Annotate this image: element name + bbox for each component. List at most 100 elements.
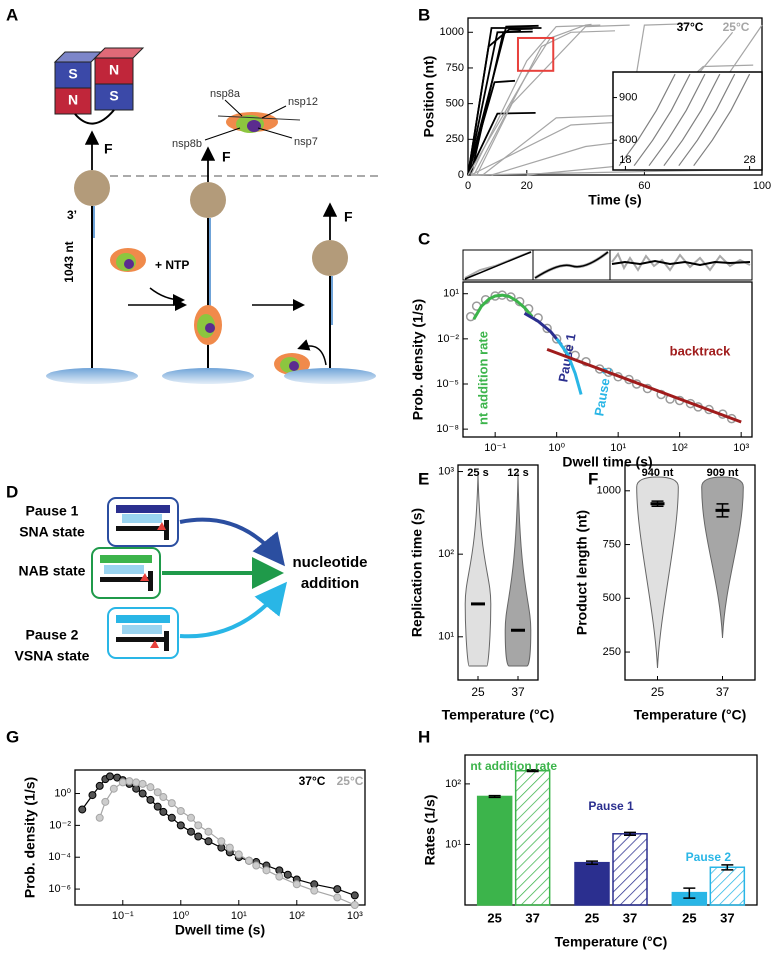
bead (312, 240, 348, 276)
chart: 10¹ 10² 10³ Temperature (°C) Replication tim… (409, 464, 554, 723)
protein (124, 259, 134, 269)
y-tick-label: 800 (619, 134, 637, 146)
x-axis-label: Temperature (°C) (634, 707, 747, 723)
trace-line (618, 73, 676, 167)
x-tick-label: 10⁻¹ (484, 442, 506, 454)
icon (104, 565, 144, 574)
value-label: 909 nt (707, 467, 739, 479)
x-tick-label: 10¹ (231, 910, 247, 922)
x-tick-label: 37 (525, 910, 539, 925)
chart: 250 500 750 1000 Temperature (°C) Product len… (574, 464, 756, 723)
x-tick-label: 60 (638, 180, 650, 192)
plot-frame (74, 769, 366, 906)
plot-frame (464, 754, 758, 906)
trace-line (467, 27, 533, 176)
y-tick-label: 750 (603, 538, 621, 550)
example-traces (462, 249, 753, 281)
x-tick-label: 10⁰ (172, 910, 189, 922)
violin (464, 472, 492, 667)
arrow (149, 287, 185, 306)
fit-line (555, 337, 583, 395)
data-point (225, 843, 234, 852)
data-point (465, 311, 476, 322)
data-point (118, 778, 127, 787)
error-bar (488, 794, 501, 799)
pointer (257, 127, 293, 139)
y-tick-label: 10⁻⁵ (436, 378, 459, 390)
panel-label: B (418, 5, 430, 24)
icon (116, 615, 170, 623)
data-point (252, 861, 261, 870)
surface (162, 368, 254, 384)
rna (217, 115, 301, 121)
error-bar (721, 864, 734, 871)
data-point (176, 821, 185, 830)
y-tick-label: 500 (446, 98, 464, 110)
state-label: VSNA state (15, 648, 90, 664)
magnet-pole: N (68, 92, 78, 108)
data-point (194, 832, 203, 841)
force-label: F (104, 141, 113, 157)
bar (709, 866, 746, 906)
annotation: Pause 2 (686, 850, 732, 864)
x-tick-label: 37 (511, 685, 525, 699)
y-tick-label: 10¹ (438, 631, 454, 643)
bar (612, 833, 648, 906)
surface (284, 368, 376, 384)
zoom-box (516, 36, 555, 72)
reagent-label: + NTP (155, 258, 189, 272)
inset-traces (618, 73, 751, 167)
icon (164, 520, 169, 540)
data-point (333, 893, 342, 902)
data-point (194, 821, 203, 830)
trace-line (693, 73, 751, 167)
y-tick-label: 10⁻² (49, 819, 71, 831)
y-tick-label: 10¹ (445, 838, 461, 850)
state-name: Pause 2 (26, 627, 79, 643)
icon (140, 573, 149, 581)
magnet (54, 87, 92, 115)
data-point (234, 850, 243, 859)
x-tick-label: 37 (623, 910, 637, 925)
data-point (350, 891, 359, 900)
x-tick-label: 10¹ (610, 442, 626, 454)
surface (46, 368, 138, 384)
data-point (204, 837, 213, 846)
legend-entry: 37°C (677, 20, 704, 34)
y-tick-label: 250 (446, 133, 464, 145)
panel-label: F (588, 469, 598, 488)
legend-entry: 25°C (723, 20, 750, 34)
panel-d-diagram: Pause 1 SNA state NAB state Pause 2 VSNA… (15, 497, 368, 664)
error-bar (683, 887, 696, 899)
trace-line (467, 30, 533, 176)
pointer (261, 105, 287, 119)
y-tick-label: 750 (446, 62, 464, 74)
data-point (167, 799, 176, 808)
data-point (125, 777, 134, 786)
data-point (95, 781, 104, 790)
data-point (333, 885, 342, 894)
trace (611, 259, 751, 267)
legend-entry: 25°C (337, 774, 364, 788)
trace (611, 252, 751, 272)
plot-frame (462, 281, 753, 438)
magnet-pole: S (109, 88, 118, 104)
annotation: nt addition rate (470, 759, 557, 773)
x-tick-label: 25 (487, 910, 501, 925)
icon (116, 637, 166, 642)
x-tick-label: 37 (716, 685, 730, 699)
data-point (95, 813, 104, 822)
data-point (350, 901, 359, 909)
state-name: Pause 1 (26, 503, 79, 519)
data-point (217, 837, 226, 846)
fit-line (81, 775, 356, 896)
protein-label: nsp7 (294, 136, 318, 148)
icon (122, 514, 162, 523)
x-tick-label: 25 (585, 910, 599, 925)
icon (100, 555, 152, 563)
end-label: 3’ (67, 208, 77, 222)
x-tick-label: 100 (753, 180, 771, 192)
state-label: NAB state (19, 563, 86, 579)
force-label: F (344, 209, 353, 225)
data-point (310, 886, 319, 895)
